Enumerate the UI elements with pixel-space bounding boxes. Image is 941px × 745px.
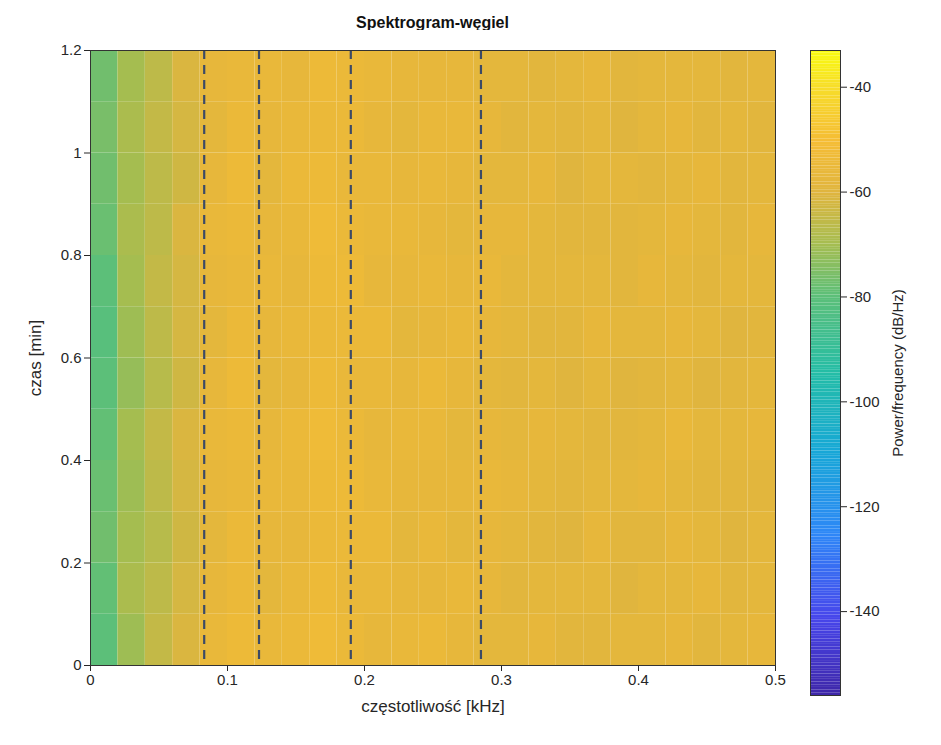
svg-text:0.6: 0.6	[61, 349, 82, 366]
svg-text:0: 0	[86, 671, 94, 688]
svg-text:0.4: 0.4	[61, 451, 82, 468]
svg-text:0: 0	[73, 656, 81, 673]
svg-text:0.5: 0.5	[765, 671, 786, 688]
svg-text:0.1: 0.1	[217, 671, 238, 688]
svg-text:czas [min]: czas [min]	[26, 320, 45, 397]
svg-text:-40: -40	[850, 78, 872, 95]
svg-text:-140: -140	[850, 602, 880, 619]
svg-text:-80: -80	[850, 288, 872, 305]
svg-text:0.8: 0.8	[61, 246, 82, 263]
svg-text:1: 1	[73, 144, 81, 161]
svg-text:0.2: 0.2	[354, 671, 375, 688]
svg-text:1.2: 1.2	[61, 41, 82, 58]
svg-text:częstotliwość [kHz]: częstotliwość [kHz]	[361, 697, 505, 716]
svg-text:Power/frequency (dB/Hz): Power/frequency (dB/Hz)	[889, 289, 906, 457]
svg-text:0.3: 0.3	[491, 671, 512, 688]
svg-text:0.4: 0.4	[628, 671, 649, 688]
svg-text:0.2: 0.2	[61, 554, 82, 571]
svg-text:-120: -120	[850, 498, 880, 515]
svg-text:-60: -60	[850, 183, 872, 200]
html-text:Spektrogram-węgiel: Spektrogram-węgiel	[356, 14, 509, 31]
svg-text:-100: -100	[850, 393, 880, 410]
